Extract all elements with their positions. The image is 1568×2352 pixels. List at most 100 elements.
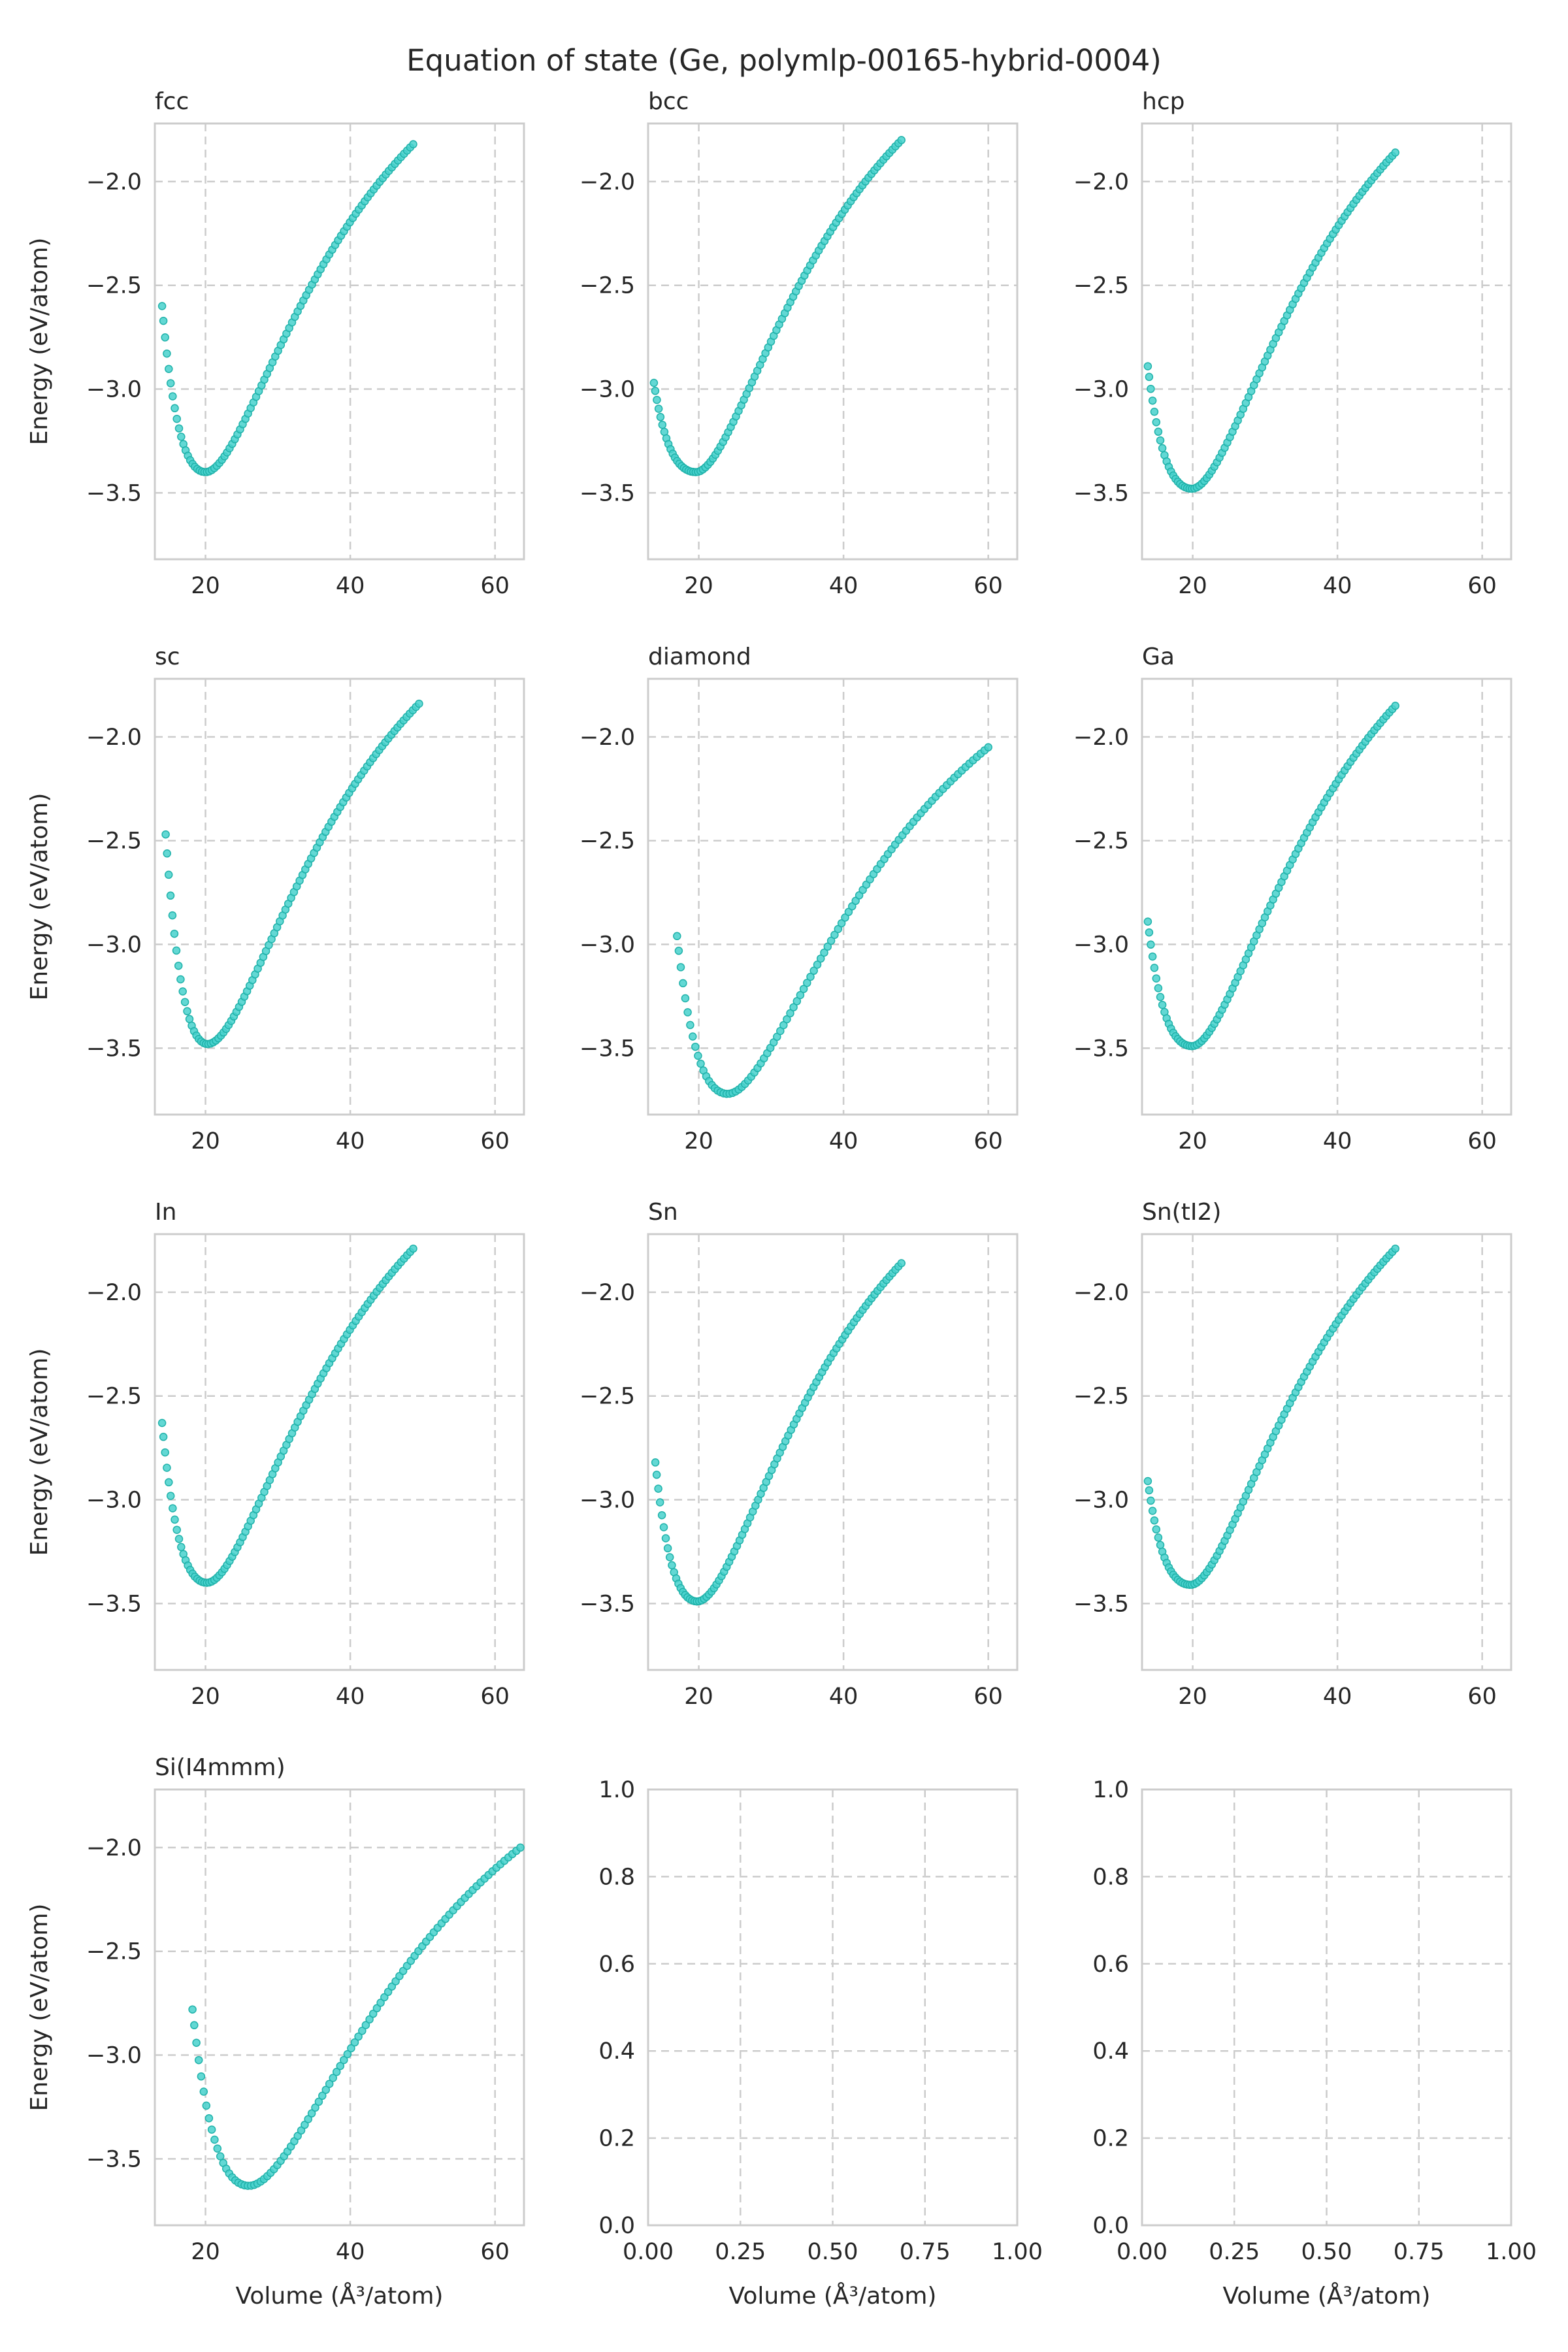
x-tick-label: 0.25 xyxy=(715,2239,766,2265)
x-tick-label: 20 xyxy=(684,573,713,599)
panel-10: 0.00 0.25 0.50 0.75 1.00 0.0 0.2 0.4 0.6 0.8 1.0 Vo… xyxy=(598,1777,1043,2310)
data-point xyxy=(1154,427,1163,436)
data-point xyxy=(783,1015,791,1024)
data-point xyxy=(199,2087,208,2096)
x-tick-label: 40 xyxy=(336,573,365,599)
y-tick-label: −3.5 xyxy=(580,480,635,506)
data-point xyxy=(686,1021,694,1030)
panel-8: 20 40 60 −3.5 −3.0 −2.5 −2.0 Sn(tI2) xyxy=(1073,1199,1512,1710)
data-point xyxy=(185,1015,194,1024)
axes-frame xyxy=(647,122,1019,561)
y-tick-label: −3.5 xyxy=(1073,1591,1129,1617)
data-point xyxy=(1145,928,1154,937)
data-point xyxy=(165,1478,173,1487)
data-point xyxy=(329,2074,337,2082)
data-point xyxy=(311,2103,319,2112)
y-tick-label: −2.0 xyxy=(86,725,142,751)
y-tick-label: −3.0 xyxy=(1073,377,1129,403)
data-point xyxy=(361,2021,370,2029)
data-point xyxy=(1156,992,1165,1002)
x-tick-label: 40 xyxy=(1323,1128,1352,1154)
data-point xyxy=(1391,148,1399,157)
y-tick-label: −3.5 xyxy=(580,1591,635,1617)
y-tick-label: −3.0 xyxy=(580,377,635,403)
data-point xyxy=(188,2005,197,2014)
x-tick-label: 60 xyxy=(973,1684,1003,1710)
y-tick-label: −2.5 xyxy=(1073,273,1129,299)
data-point xyxy=(192,2038,201,2047)
x-tick-label: 1.00 xyxy=(1486,2239,1537,2265)
data-point xyxy=(1150,408,1159,416)
data-point xyxy=(176,975,185,984)
data-point xyxy=(803,979,811,987)
data-point xyxy=(1148,952,1157,961)
data-point xyxy=(826,936,836,945)
data-point xyxy=(820,948,828,957)
data-point xyxy=(897,136,906,144)
panel-title: diamond xyxy=(648,644,751,670)
y-tick-label: −2.0 xyxy=(86,169,142,195)
panel-11: 0.00 0.25 0.50 0.75 1.00 0.0 0.2 0.4 0.6 0.8 1.0 Vo… xyxy=(1092,1777,1537,2310)
data-point xyxy=(654,404,663,413)
panel-2: 20 40 60 −3.5 −3.0 −2.5 −2.0 hcp xyxy=(1073,88,1512,599)
data-point xyxy=(197,2072,206,2081)
x-tick-label: 60 xyxy=(973,1128,1003,1154)
x-tick-label: 40 xyxy=(829,573,858,599)
y-tick-label: −3.5 xyxy=(86,1036,142,1062)
data-point xyxy=(663,1544,672,1553)
data-point xyxy=(651,387,660,395)
y-tick-label: −2.5 xyxy=(1073,1384,1129,1410)
data-point xyxy=(1150,1516,1159,1525)
panel-title: hcp xyxy=(1142,88,1184,115)
figure-title: Equation of state (Ge, polymlp-00165-hyb… xyxy=(406,43,1162,78)
x-tick-label: 40 xyxy=(1323,573,1352,599)
y-tick-label: −2.5 xyxy=(580,1384,635,1410)
axes-frame xyxy=(647,678,1019,1116)
data-point xyxy=(172,946,181,955)
data-point xyxy=(307,2109,316,2118)
x-axis-label: Volume (Å³/atom) xyxy=(236,2281,444,2310)
x-tick-label: 20 xyxy=(191,2239,220,2265)
x-tick-label: 60 xyxy=(480,1684,510,1710)
data-point xyxy=(689,1032,697,1041)
data-point xyxy=(172,1526,181,1534)
data-point xyxy=(178,987,187,996)
y-axis-label: Energy (eV/atom) xyxy=(26,238,53,446)
x-tick-label: 0.00 xyxy=(623,2239,674,2265)
y-tick-label: −3.5 xyxy=(580,1036,635,1062)
data-point xyxy=(163,349,171,358)
data-point xyxy=(194,2055,203,2065)
x-tick-label: 60 xyxy=(1467,1684,1497,1710)
y-tick-label: −3.0 xyxy=(580,1488,635,1514)
data-point xyxy=(658,420,667,429)
series-points xyxy=(673,743,992,1098)
data-point xyxy=(696,1059,705,1068)
x-tick-label: 40 xyxy=(336,1684,365,1710)
x-tick-label: 60 xyxy=(973,573,1003,599)
y-tick-label: −2.5 xyxy=(86,828,142,855)
data-point xyxy=(837,919,846,928)
series-points xyxy=(651,1259,906,1606)
data-point xyxy=(1147,940,1155,949)
x-tick-label: 20 xyxy=(191,1128,220,1154)
data-point xyxy=(1156,1541,1165,1550)
data-point xyxy=(654,1484,662,1493)
panel-title: In xyxy=(155,1199,176,1226)
data-point xyxy=(691,1042,700,1051)
data-point xyxy=(368,2010,378,2018)
data-point xyxy=(207,2125,216,2134)
data-point xyxy=(318,2091,327,2100)
data-point xyxy=(157,1418,167,1428)
axes-frame xyxy=(647,1233,1019,1671)
data-point xyxy=(1143,362,1152,370)
y-tick-label: −2.0 xyxy=(1073,725,1129,751)
y-tick-label: 0.6 xyxy=(598,1952,635,1978)
data-point xyxy=(204,2114,214,2123)
data-point xyxy=(340,2055,348,2065)
data-point xyxy=(157,302,167,310)
axes-frame xyxy=(1141,122,1512,561)
panel-grid: 20 40 60 −3.5 −3.0 −2.5 −2.0 fcc Energy (eV/atom… xyxy=(26,88,1537,2310)
data-point xyxy=(1391,702,1399,710)
panel-1: 20 40 60 −3.5 −3.0 −2.5 −2.0 bcc xyxy=(580,88,1019,599)
